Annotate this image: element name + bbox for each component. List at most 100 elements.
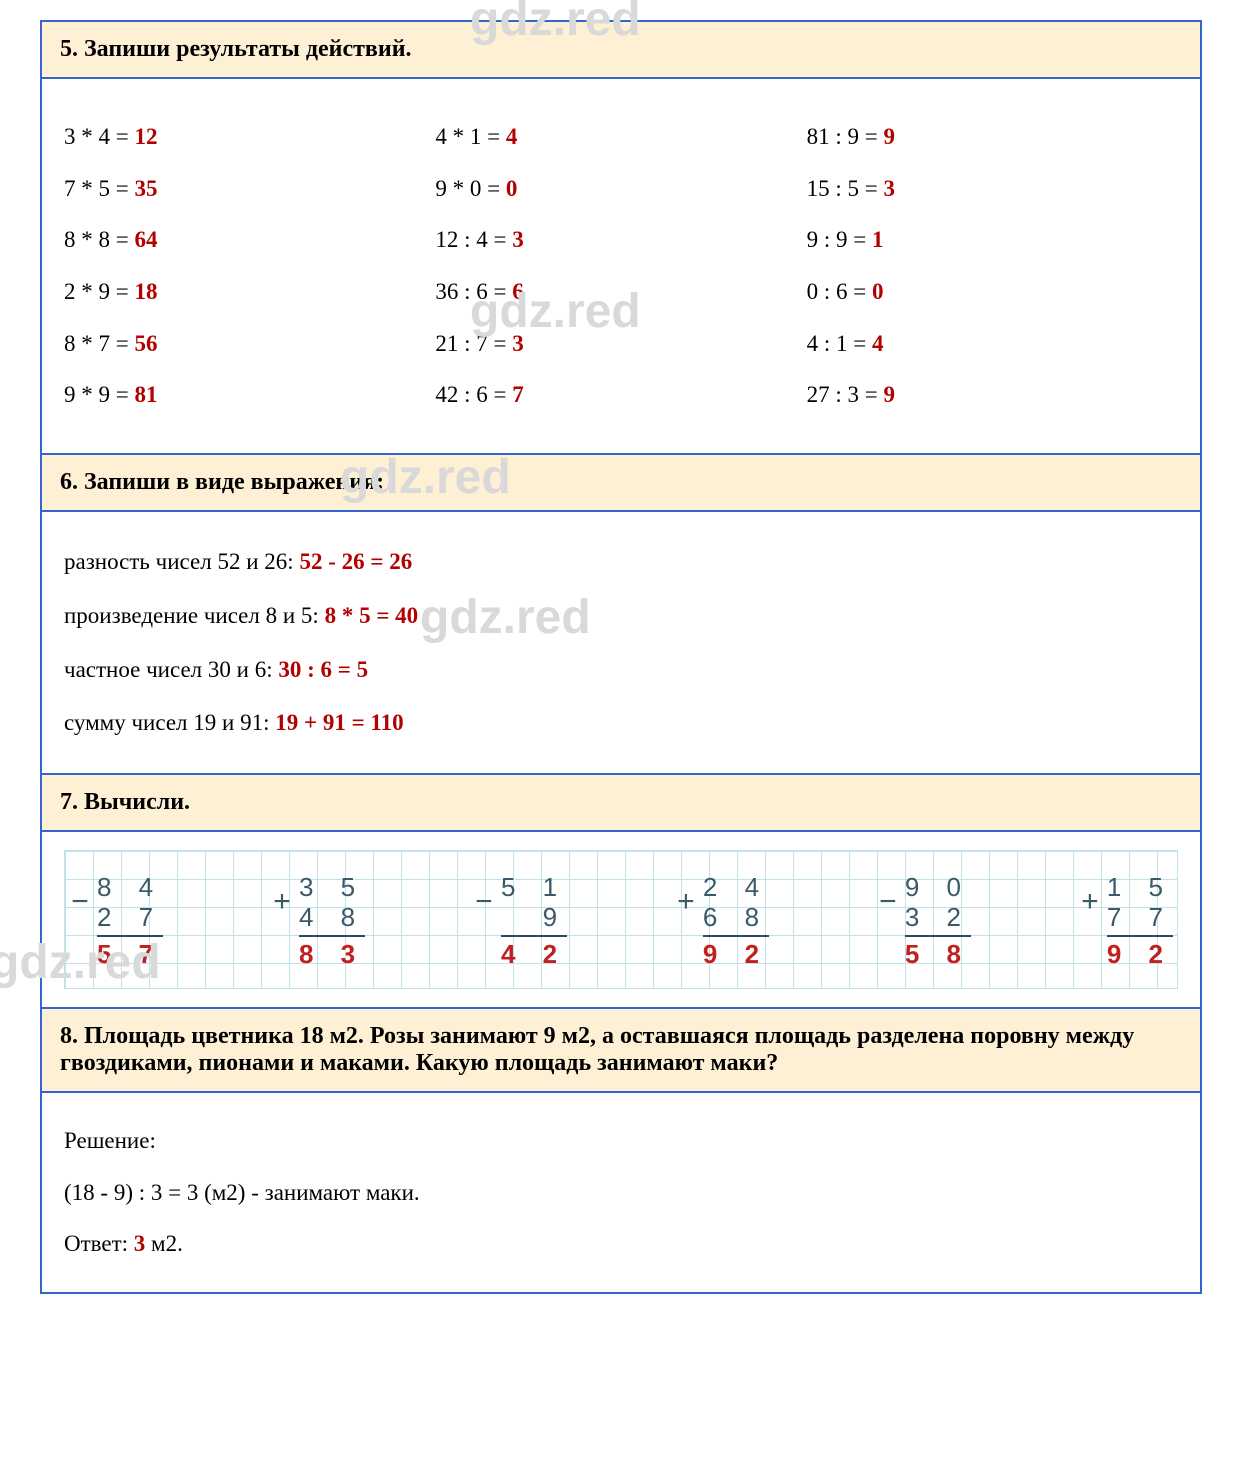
eq-row: 0 : 6 = 0 — [807, 270, 1178, 314]
task7-gridpaper: − 8 4 2 7 5 7 + 3 5 4 8 — [64, 850, 1178, 989]
eq-row: 9 * 0 = 0 — [435, 167, 806, 211]
eq-lhs: 3 * 4 = — [64, 124, 134, 149]
task6-line: разность чисел 52 и 26: 52 - 26 = 26 — [64, 540, 1178, 584]
task6-pre: частное чисел 30 и 6: — [64, 657, 278, 682]
calc-top: 3 5 — [299, 873, 365, 903]
calc-top: 2 4 — [703, 873, 769, 903]
eq-row: 8 * 8 = 64 — [64, 218, 435, 262]
eq-lhs: 4 * 1 = — [435, 124, 505, 149]
calc-group: − 5 1 9 4 2 — [473, 873, 567, 970]
eq-lhs: 9 * 0 = — [435, 176, 505, 201]
task8-answer-label: Ответ: — [64, 1231, 134, 1256]
calc-sign: − — [877, 873, 899, 917]
eq-ans: 64 — [134, 227, 157, 252]
eq-row: 4 : 1 = 4 — [807, 322, 1178, 366]
eq-ans: 3 — [512, 227, 524, 252]
calc-result: 9 2 — [1107, 939, 1173, 970]
calc-sign: − — [473, 873, 495, 917]
eq-row: 9 * 9 = 81 — [64, 373, 435, 417]
eq-ans: 0 — [872, 279, 884, 304]
eq-row: 21 : 7 = 3 — [435, 322, 806, 366]
calc-stack: 1 5 7 7 9 2 — [1107, 873, 1173, 970]
calc-top: 1 5 — [1107, 873, 1173, 903]
eq-row: 9 : 9 = 1 — [807, 218, 1178, 262]
task6-line: сумму чисел 19 и 91: 19 + 91 = 110 — [64, 701, 1178, 745]
task8-answer-value: 3 — [134, 1231, 146, 1256]
task6-ans: 52 - 26 = 26 — [299, 549, 412, 574]
eq-lhs: 4 : 1 = — [807, 331, 872, 356]
task7-header: 7. Вычисли. — [42, 775, 1200, 832]
calc-result: 5 8 — [905, 939, 971, 970]
task5-header: 5. Запиши результаты действий. — [42, 22, 1200, 79]
task6-pre: разность чисел 52 и 26: — [64, 549, 299, 574]
eq-ans: 6 — [512, 279, 524, 304]
eq-lhs: 15 : 5 = — [807, 176, 884, 201]
task7-calc-row: − 8 4 2 7 5 7 + 3 5 4 8 — [69, 863, 1173, 980]
eq-row: 4 * 1 = 4 — [435, 115, 806, 159]
calc-bot: 2 7 — [97, 903, 163, 933]
calc-top: 5 1 — [501, 873, 567, 903]
task8-solution-label: Решение: — [64, 1119, 1178, 1163]
task6-ans: 30 : 6 = 5 — [278, 657, 368, 682]
eq-ans: 9 — [884, 124, 896, 149]
eq-ans: 0 — [506, 176, 518, 201]
eq-lhs: 27 : 3 = — [807, 382, 884, 407]
eq-lhs: 42 : 6 = — [435, 382, 512, 407]
eq-lhs: 2 * 9 = — [64, 279, 134, 304]
eq-row: 81 : 9 = 9 — [807, 115, 1178, 159]
task6-header: 6. Запиши в виде выражения: — [42, 455, 1200, 512]
calc-line — [1107, 935, 1173, 937]
eq-row: 36 : 6 = 6 — [435, 270, 806, 314]
page-root: gdz.red gdz.red gdz.red gdz.red gdz.red … — [0, 0, 1242, 1334]
eq-lhs: 12 : 4 = — [435, 227, 512, 252]
calc-stack: 8 4 2 7 5 7 — [97, 873, 163, 970]
eq-lhs: 0 : 6 = — [807, 279, 872, 304]
task6-body: разность чисел 52 и 26: 52 - 26 = 26 про… — [42, 512, 1200, 775]
task5-col2: 4 * 1 = 4 9 * 0 = 0 12 : 4 = 3 36 : 6 = … — [435, 107, 806, 425]
eq-row: 3 * 4 = 12 — [64, 115, 435, 159]
eq-lhs: 8 * 7 = — [64, 331, 134, 356]
calc-line — [501, 935, 567, 937]
eq-ans: 12 — [134, 124, 157, 149]
task8-body: Решение: (18 - 9) : 3 = 3 (м2) - занимаю… — [42, 1093, 1200, 1292]
task6-line: частное чисел 30 и 6: 30 : 6 = 5 — [64, 648, 1178, 692]
calc-bot: 4 8 — [299, 903, 365, 933]
calc-result: 9 2 — [703, 939, 769, 970]
eq-lhs: 9 : 9 = — [807, 227, 872, 252]
eq-row: 15 : 5 = 3 — [807, 167, 1178, 211]
calc-top: 8 4 — [97, 873, 163, 903]
calc-stack: 2 4 6 8 9 2 — [703, 873, 769, 970]
eq-lhs: 7 * 5 = — [64, 176, 134, 201]
calc-bot: 3 2 — [905, 903, 971, 933]
calc-line — [299, 935, 365, 937]
calc-group: + 1 5 7 7 9 2 — [1079, 873, 1173, 970]
eq-lhs: 9 * 9 = — [64, 382, 134, 407]
eq-ans: 1 — [872, 227, 884, 252]
calc-bot: 6 8 — [703, 903, 769, 933]
calc-sign: + — [1079, 873, 1101, 917]
calc-result: 5 7 — [97, 939, 163, 970]
task6-pre: сумму чисел 19 и 91: — [64, 710, 275, 735]
calc-bot: 7 7 — [1107, 903, 1173, 933]
eq-ans: 9 — [884, 382, 896, 407]
calc-group: − 9 0 3 2 5 8 — [877, 873, 971, 970]
task5-body: 3 * 4 = 12 7 * 5 = 35 8 * 8 = 64 2 * 9 =… — [42, 79, 1200, 455]
eq-lhs: 21 : 7 = — [435, 331, 512, 356]
task6-line: произведение чисел 8 и 5: 8 * 5 = 40 — [64, 594, 1178, 638]
calc-line — [905, 935, 971, 937]
eq-row: 42 : 6 = 7 — [435, 373, 806, 417]
eq-ans: 3 — [884, 176, 896, 201]
calc-sign: + — [675, 873, 697, 917]
calc-result: 4 2 — [501, 939, 567, 970]
task5-columns: 3 * 4 = 12 7 * 5 = 35 8 * 8 = 64 2 * 9 =… — [64, 97, 1178, 435]
eq-row: 7 * 5 = 35 — [64, 167, 435, 211]
calc-stack: 5 1 9 4 2 — [501, 873, 567, 970]
task8-answer-line: Ответ: 3 м2. — [64, 1222, 1178, 1266]
eq-lhs: 36 : 6 = — [435, 279, 512, 304]
eq-ans: 18 — [134, 279, 157, 304]
task6-ans: 19 + 91 = 110 — [275, 710, 403, 735]
eq-row: 12 : 4 = 3 — [435, 218, 806, 262]
eq-ans: 7 — [512, 382, 524, 407]
calc-line — [97, 935, 163, 937]
eq-lhs: 8 * 8 = — [64, 227, 134, 252]
